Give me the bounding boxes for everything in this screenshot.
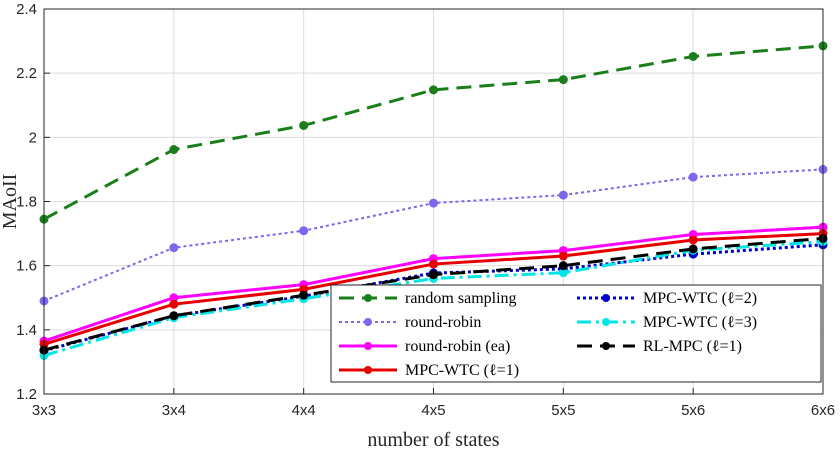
legend-entry: random sampling bbox=[339, 290, 517, 307]
y-tick-labels: 1.2 1.4 1.6 1.8 2 2.2 2.4 bbox=[16, 1, 37, 403]
data-point bbox=[169, 145, 179, 155]
y-axis-label: MAoII bbox=[0, 174, 21, 230]
x-tick-label: 4x4 bbox=[292, 402, 316, 419]
data-point bbox=[688, 244, 698, 254]
x-tick-labels: 3x3 3x4 4x4 4x5 5x5 5x6 6x6 bbox=[32, 402, 835, 419]
data-point bbox=[558, 75, 568, 85]
legend-marker bbox=[602, 342, 610, 350]
legend-entry: MPC-WTC (ℓ=1) bbox=[339, 362, 519, 379]
legend-label: MPC-WTC (ℓ=1) bbox=[405, 362, 519, 379]
x-axis-label: number of states bbox=[367, 429, 499, 451]
legend-entry: round-robin bbox=[339, 314, 481, 331]
y-tick-label: 1.6 bbox=[16, 258, 37, 275]
legend-marker bbox=[602, 294, 610, 302]
legend-entry: round-robin (ea) bbox=[339, 338, 510, 355]
plot-frame bbox=[43, 8, 824, 395]
data-point bbox=[558, 251, 568, 261]
legend-label: round-robin bbox=[405, 314, 481, 331]
x-tick-label: 5x5 bbox=[551, 402, 575, 419]
legend-entry: MPC-WTC (ℓ=2) bbox=[577, 290, 757, 307]
legend-marker bbox=[364, 294, 372, 302]
legend-label: MPC-WTC (ℓ=3) bbox=[643, 314, 757, 331]
legend-entry: MPC-WTC (ℓ=3) bbox=[577, 314, 757, 331]
y-tick-label: 1.4 bbox=[16, 322, 37, 339]
data-point bbox=[558, 190, 568, 200]
legend-box bbox=[330, 284, 822, 383]
data-point bbox=[688, 172, 698, 182]
data-point bbox=[558, 261, 568, 271]
data-point bbox=[429, 198, 438, 208]
legend-label: RL-MPC (ℓ=1) bbox=[643, 338, 742, 355]
legend-label: round-robin (ea) bbox=[405, 338, 510, 355]
data-point bbox=[169, 311, 179, 321]
y-tick-label: 2.2 bbox=[16, 65, 37, 82]
x-tick-label: 5x6 bbox=[681, 402, 705, 419]
y-tick-label: 2 bbox=[29, 129, 37, 146]
x-tick-label: 3x4 bbox=[162, 402, 186, 419]
legend-marker bbox=[602, 318, 610, 326]
data-point bbox=[169, 243, 179, 253]
legend-label: MPC-WTC (ℓ=2) bbox=[643, 290, 757, 307]
data-point bbox=[299, 226, 309, 236]
legend-marker bbox=[364, 366, 372, 374]
x-tick-label: 3x3 bbox=[32, 402, 56, 419]
legend: random sampling round-robin round-robin (e… bbox=[330, 284, 822, 383]
data-point bbox=[688, 235, 698, 245]
y-tick-label: 2.4 bbox=[16, 1, 37, 18]
y-tick-label: 1.2 bbox=[16, 386, 37, 403]
y-tick-label: 1.8 bbox=[16, 194, 37, 211]
legend-marker bbox=[364, 318, 372, 326]
data-point bbox=[299, 290, 309, 300]
x-tick-label: 6x6 bbox=[811, 402, 835, 419]
legend-label: random sampling bbox=[405, 290, 517, 307]
data-point bbox=[429, 259, 438, 269]
legend-entry: RL-MPC (ℓ=1) bbox=[577, 338, 742, 355]
data-point bbox=[688, 51, 698, 61]
legend-marker bbox=[364, 342, 372, 350]
data-point bbox=[299, 120, 309, 130]
data-point bbox=[429, 270, 438, 280]
x-tick-label: 4x5 bbox=[421, 402, 445, 419]
data-point bbox=[169, 299, 179, 309]
data-point bbox=[429, 85, 438, 95]
